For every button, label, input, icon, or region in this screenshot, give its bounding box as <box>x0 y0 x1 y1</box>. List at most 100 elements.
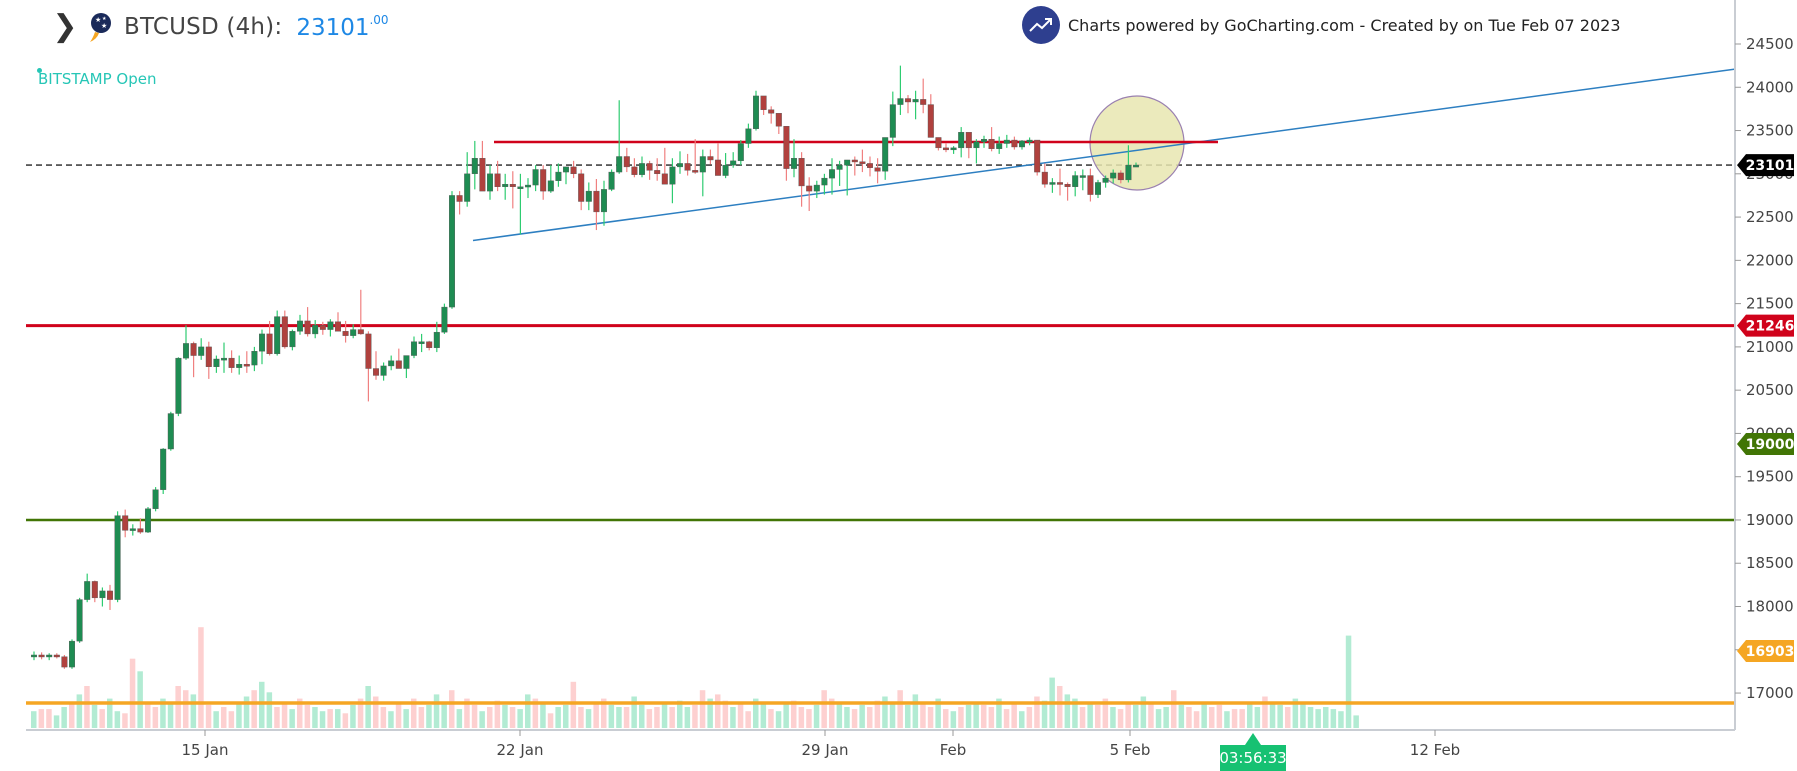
candle-body <box>114 515 121 600</box>
volume-bar <box>1095 704 1101 728</box>
candle-body <box>851 159 858 163</box>
candle-body <box>213 358 220 367</box>
volume-bar <box>1064 694 1071 728</box>
chevron-right-icon[interactable]: ❯ <box>52 9 78 44</box>
volume-bar <box>722 700 729 728</box>
candle-body <box>373 368 380 376</box>
volume-bar <box>517 709 523 728</box>
price-axis[interactable]: 1700017500180001850019000195002000020500… <box>1735 35 1794 702</box>
volume-bar <box>46 709 52 728</box>
volume-bar <box>1262 696 1268 728</box>
volume-bar <box>494 700 501 728</box>
volume-bar <box>730 707 736 728</box>
candle-body <box>388 360 395 367</box>
volume-bar <box>335 709 341 728</box>
candle-body <box>1003 139 1010 144</box>
candle-body <box>144 508 151 533</box>
volume-bar <box>661 702 668 728</box>
candle-body <box>639 163 646 175</box>
volume-bar <box>1254 707 1261 728</box>
candle-body <box>730 160 737 166</box>
volume-bar <box>525 694 531 728</box>
volume-bar <box>867 707 873 728</box>
y-tick-label: 22000 <box>1746 251 1794 269</box>
x-tick-label: 5 Feb <box>1110 741 1151 759</box>
volume-bar <box>213 711 219 728</box>
price-decimal: .00 <box>369 13 389 27</box>
candle-body <box>433 331 440 348</box>
candle-body <box>266 333 273 355</box>
candle-body <box>1041 171 1048 185</box>
candle-body <box>760 95 767 110</box>
volume-bar <box>646 709 653 728</box>
candle-body <box>160 448 167 490</box>
y-tick-label: 17000 <box>1746 684 1794 702</box>
candle-body <box>1019 140 1026 148</box>
volume-bar <box>38 709 45 728</box>
candle-body <box>395 360 402 369</box>
candle-body <box>692 170 699 173</box>
volume-bar <box>1353 715 1359 728</box>
volume-bar <box>1148 702 1154 728</box>
volume-bar <box>99 709 105 728</box>
volume-bar <box>745 711 751 728</box>
candle-body <box>1102 177 1109 183</box>
volume-bar <box>1072 698 1078 728</box>
candle-body <box>699 156 706 173</box>
price-badges: 23101 21246 19000 16903 <box>1737 154 1795 662</box>
candle-body <box>555 171 562 181</box>
candle-body <box>1034 139 1041 173</box>
candle-body <box>1026 139 1033 143</box>
volume-bar <box>373 696 379 728</box>
volume-bar <box>145 702 151 728</box>
candle-body <box>654 170 661 175</box>
candle-body <box>1064 183 1071 187</box>
candle-body <box>198 346 205 356</box>
candle-body <box>783 126 790 169</box>
volume-bar <box>441 702 447 728</box>
volume-bar <box>61 707 67 728</box>
candle-body <box>274 316 281 355</box>
candle-body <box>547 180 554 192</box>
volume-bar <box>532 698 539 728</box>
volume-bar <box>563 704 569 728</box>
volume-bar <box>456 709 463 728</box>
candle-body <box>1110 172 1117 179</box>
volume-bar <box>1110 707 1116 728</box>
time-axis[interactable]: 15 Jan 22 Jan 29 Jan Feb 5 Feb 12 Feb <box>182 730 1461 759</box>
candle-body <box>965 132 972 149</box>
candle-body <box>707 156 714 161</box>
candle-body <box>578 173 585 202</box>
candle-body <box>357 329 364 335</box>
volume-bar <box>912 694 919 728</box>
candle-body <box>661 173 668 185</box>
candle-body <box>479 158 486 192</box>
volume-bar <box>882 696 888 728</box>
volume-bar <box>312 707 318 728</box>
volume-bar <box>927 707 934 728</box>
volume-bar <box>844 707 850 728</box>
volume-bar <box>464 698 470 728</box>
volume-bar <box>342 713 349 728</box>
candle-body <box>243 363 250 367</box>
candle-body <box>669 166 676 185</box>
candle-body <box>791 158 798 169</box>
candle-body <box>175 357 182 414</box>
candle-body <box>76 599 83 642</box>
exchange-status-dot <box>37 68 42 73</box>
trendline <box>472 68 1736 242</box>
volume-bar <box>973 702 979 728</box>
volume-bar <box>1125 702 1131 728</box>
candle-body <box>943 147 950 151</box>
volume-bar <box>623 707 630 728</box>
volume-bar <box>760 702 767 728</box>
y-tick-label: 23500 <box>1746 122 1794 140</box>
volume-bar <box>684 707 691 728</box>
candle-body <box>532 169 539 186</box>
volume-bar <box>304 704 311 728</box>
support-badge-text: 19000 <box>1746 437 1795 453</box>
volume-bar <box>426 704 432 728</box>
volume-bar <box>167 702 174 728</box>
candle-body <box>106 590 113 600</box>
